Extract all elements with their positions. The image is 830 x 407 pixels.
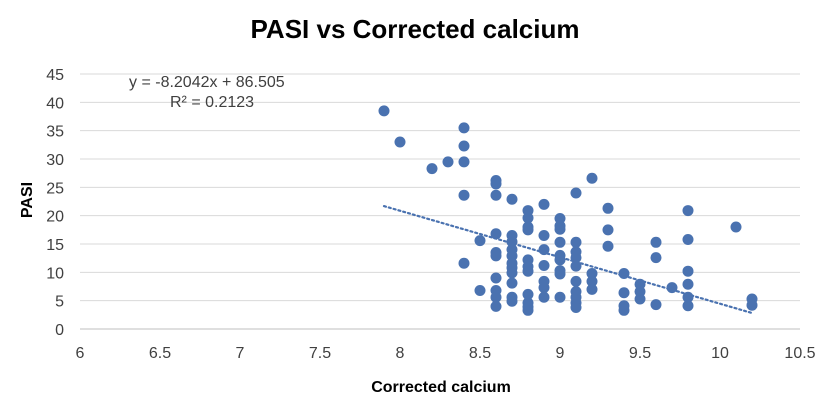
x-tick-label: 9.5 xyxy=(629,345,651,362)
y-tick-label: 5 xyxy=(55,294,64,311)
data-point xyxy=(650,236,662,248)
data-point xyxy=(682,233,694,245)
data-point xyxy=(650,252,662,264)
data-point xyxy=(570,275,582,287)
data-point xyxy=(554,268,566,280)
data-point xyxy=(538,291,550,303)
data-point xyxy=(682,300,694,312)
data-point xyxy=(490,178,502,190)
data-point xyxy=(506,193,518,205)
data-point xyxy=(522,212,534,224)
data-point xyxy=(458,156,470,168)
data-point xyxy=(458,189,470,201)
data-point xyxy=(682,278,694,290)
y-tick-label: 30 xyxy=(46,152,64,169)
data-point xyxy=(602,224,614,236)
data-point xyxy=(602,202,614,214)
y-tick-label: 45 xyxy=(46,67,64,84)
data-point xyxy=(458,122,470,134)
data-point xyxy=(586,267,598,279)
data-point xyxy=(522,288,534,300)
data-point xyxy=(490,189,502,201)
y-tick-label: 0 xyxy=(55,322,64,339)
data-point xyxy=(538,198,550,210)
data-point xyxy=(522,224,534,236)
y-tick-label: 20 xyxy=(46,209,64,226)
gridlines xyxy=(80,73,800,302)
x-tick-label: 6.5 xyxy=(149,345,171,362)
data-point xyxy=(490,228,502,240)
y-tick-label: 35 xyxy=(46,124,64,141)
y-tick-label: 10 xyxy=(46,265,64,282)
data-point xyxy=(570,301,582,313)
x-tick-label: 10.5 xyxy=(784,345,815,362)
data-point xyxy=(394,136,406,148)
data-point xyxy=(682,265,694,277)
data-point xyxy=(458,257,470,269)
data-point xyxy=(506,277,518,289)
data-point xyxy=(586,172,598,184)
data-point xyxy=(666,282,678,294)
data-point xyxy=(506,236,518,248)
trendline-equation: y = -8.2042x + 86.505 xyxy=(129,74,285,91)
data-point xyxy=(554,236,566,248)
data-point xyxy=(618,304,630,316)
data-point xyxy=(490,300,502,312)
data-point xyxy=(682,205,694,217)
data-point xyxy=(618,287,630,299)
data-point xyxy=(538,260,550,272)
x-axis-tick-labels: 6 6.5 7 7.5 8 8.5 9 9.5 10 10.5 xyxy=(76,345,816,362)
x-tick-label: 8.5 xyxy=(469,345,491,362)
data-point xyxy=(538,244,550,256)
data-point xyxy=(490,272,502,284)
data-point xyxy=(554,223,566,235)
y-tick-label: 40 xyxy=(46,95,64,112)
data-point xyxy=(506,295,518,307)
data-point xyxy=(570,187,582,199)
data-point xyxy=(426,163,438,175)
data-point xyxy=(490,250,502,262)
x-tick-label: 10 xyxy=(711,345,729,362)
data-point xyxy=(442,156,454,168)
data-point xyxy=(570,260,582,272)
trendline-r-squared: R² = 0.2123 xyxy=(170,94,254,111)
x-tick-label: 6 xyxy=(76,345,85,362)
data-point xyxy=(730,221,742,233)
data-point xyxy=(554,291,566,303)
data-point xyxy=(586,283,598,295)
data-point xyxy=(746,299,758,311)
data-points xyxy=(378,105,758,316)
x-tick-label: 8 xyxy=(396,345,405,362)
x-tick-label: 7.5 xyxy=(309,345,331,362)
data-point xyxy=(474,284,486,296)
data-point xyxy=(474,235,486,247)
chart-title: PASI vs Corrected calcium xyxy=(251,14,580,44)
x-tick-label: 9 xyxy=(556,345,565,362)
data-point xyxy=(602,240,614,252)
data-point xyxy=(538,230,550,241)
data-point xyxy=(570,252,582,264)
y-axis-tick-labels: 0 5 10 15 20 25 30 35 40 45 xyxy=(46,67,64,339)
data-point xyxy=(522,265,534,277)
data-point xyxy=(490,291,502,303)
data-point xyxy=(458,140,470,152)
y-tick-label: 25 xyxy=(46,180,64,197)
y-axis-title: PASI xyxy=(19,182,36,218)
data-point xyxy=(586,275,598,287)
x-axis-title: Corrected calcium xyxy=(371,379,511,396)
data-point xyxy=(650,299,662,311)
y-tick-label: 15 xyxy=(46,237,64,254)
data-point xyxy=(538,282,550,294)
data-point xyxy=(378,105,390,117)
data-point xyxy=(618,267,630,279)
trendline xyxy=(382,204,754,315)
x-tick-label: 7 xyxy=(236,345,245,362)
data-point xyxy=(522,304,534,316)
data-point xyxy=(506,267,518,279)
data-point xyxy=(682,291,694,303)
data-point xyxy=(634,293,646,305)
data-point xyxy=(570,236,582,248)
data-point xyxy=(554,254,566,266)
